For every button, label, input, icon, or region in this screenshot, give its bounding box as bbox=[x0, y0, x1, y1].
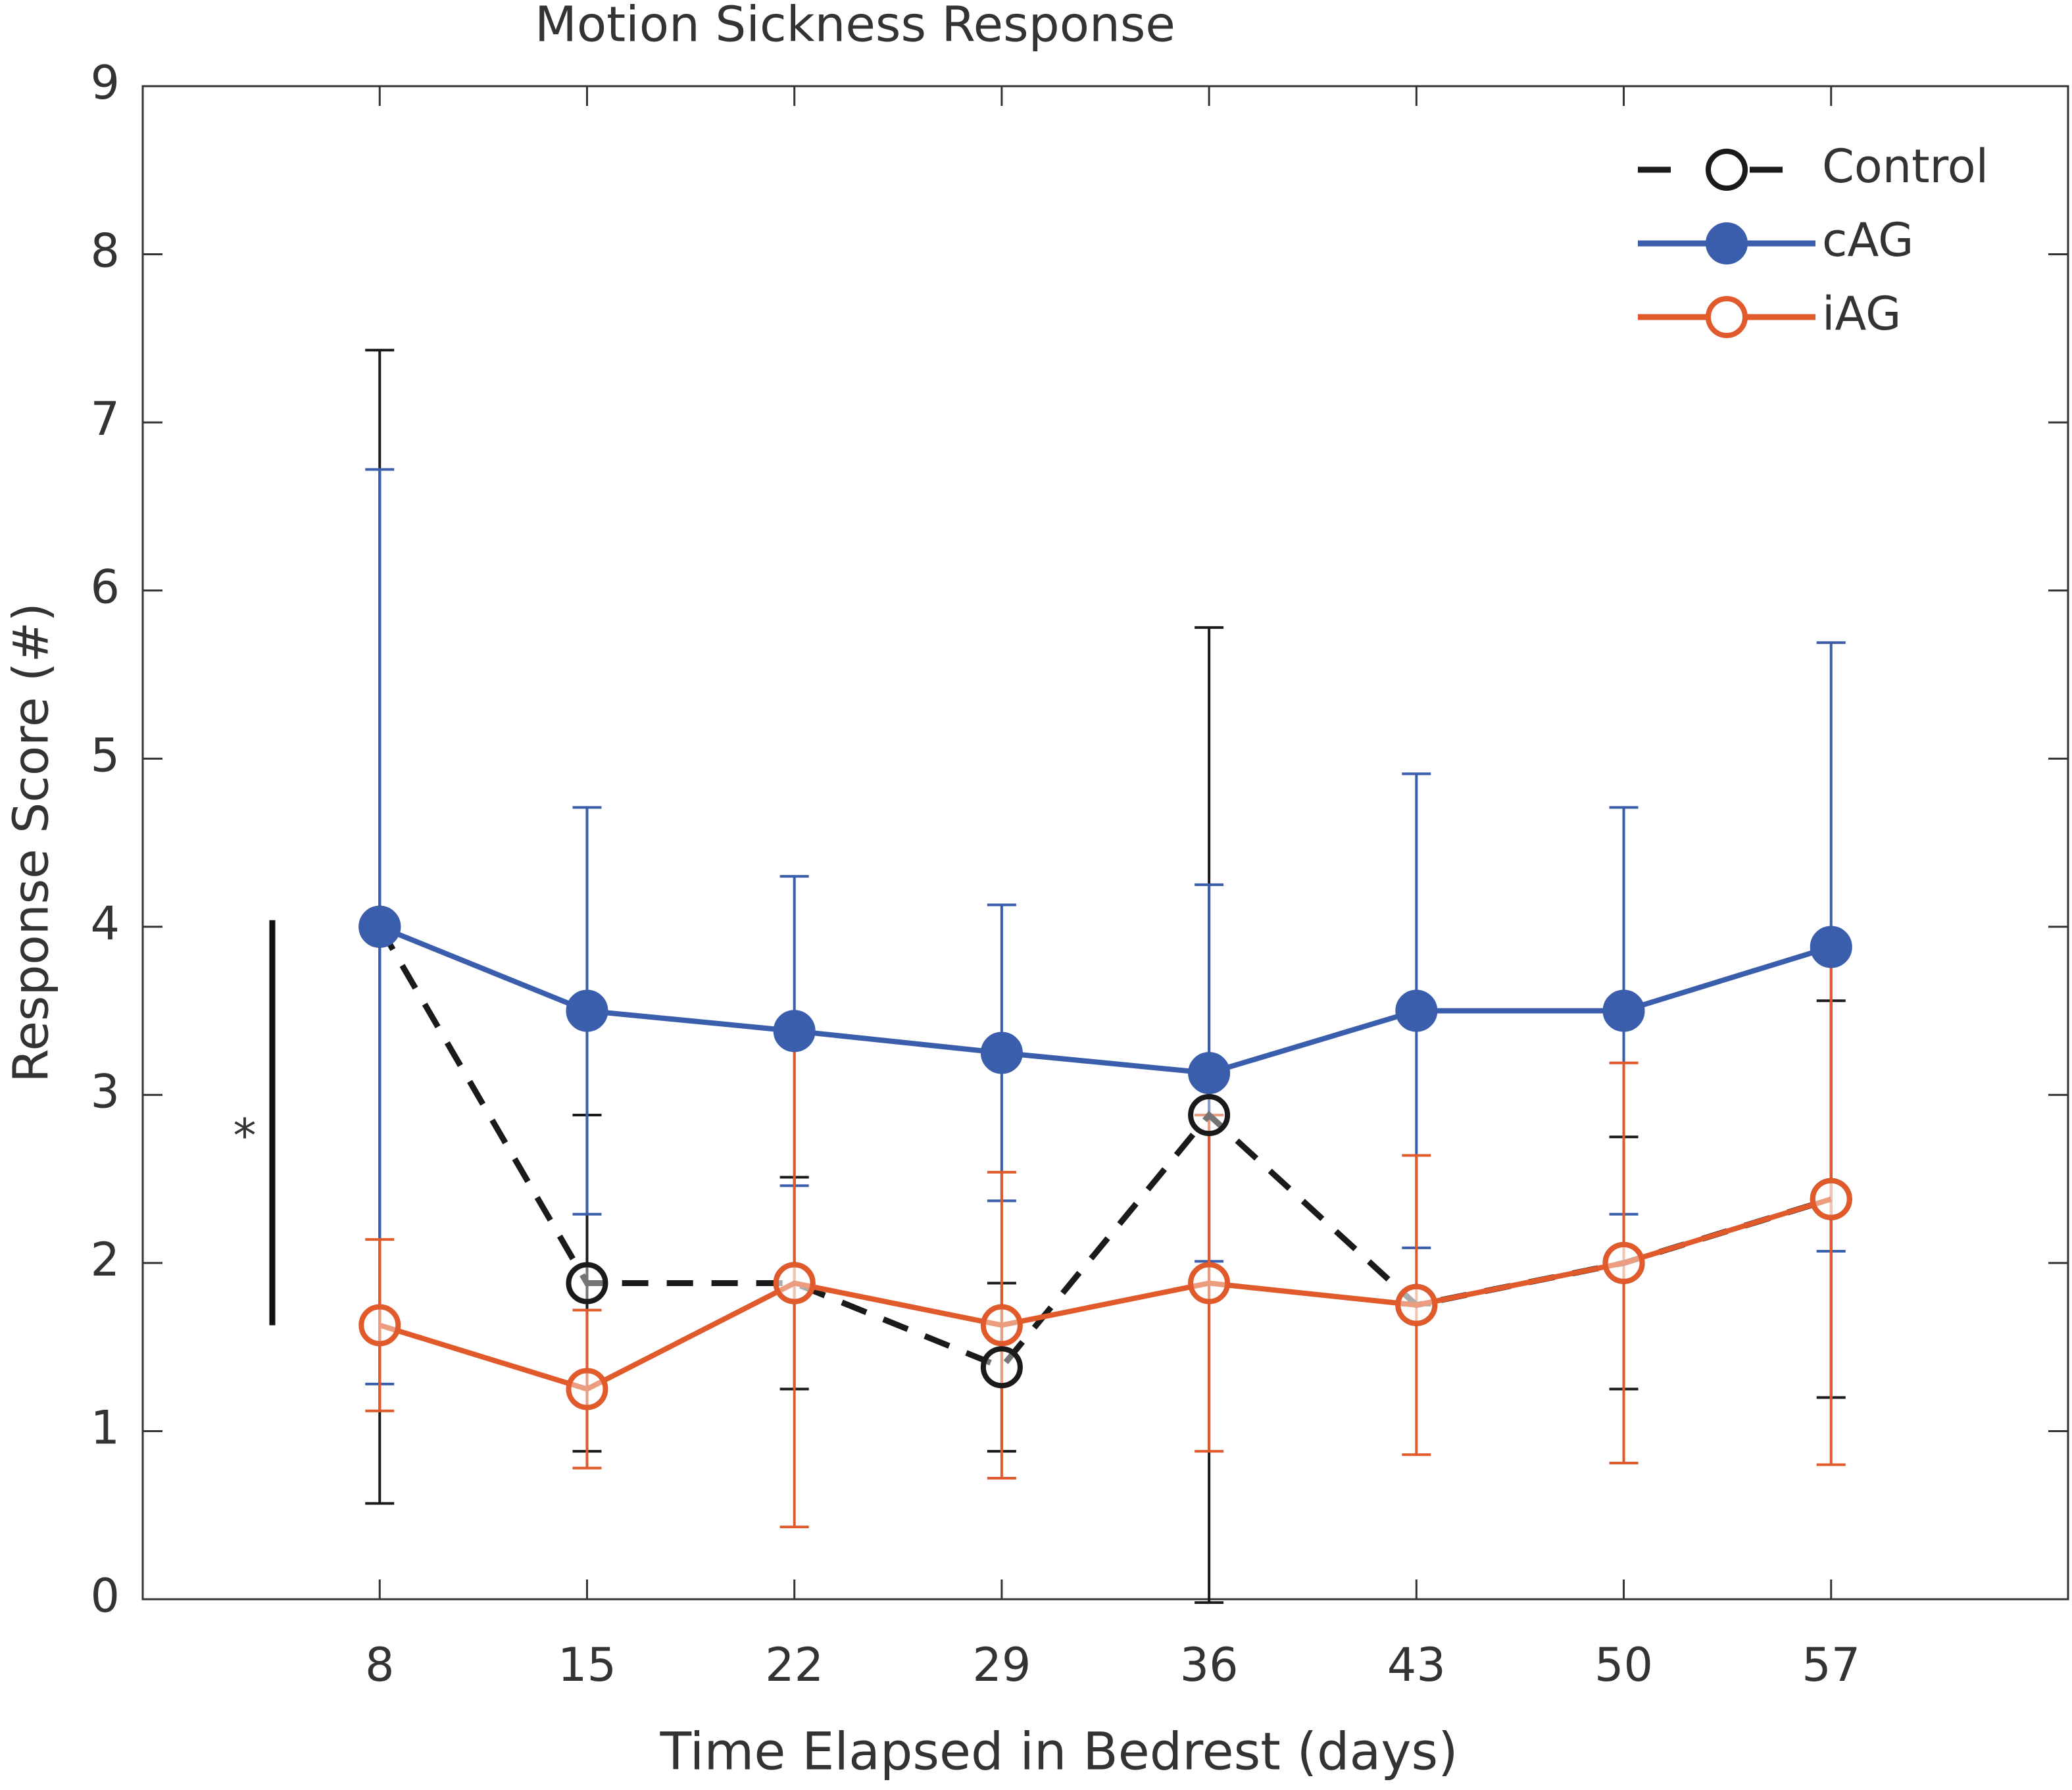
x-tick-label: 36 bbox=[1180, 1638, 1239, 1692]
x-tick-label: 43 bbox=[1387, 1638, 1446, 1692]
chart-title: Motion Sickness Response bbox=[535, 0, 1175, 53]
x-axis-label: Time Elapsed in Bedrest (days) bbox=[659, 1722, 1458, 1781]
y-tick-label: 8 bbox=[90, 224, 120, 278]
data-point bbox=[1395, 989, 1438, 1032]
y-tick-label: 7 bbox=[90, 392, 120, 446]
data-point bbox=[1188, 1094, 1231, 1136]
data-point bbox=[358, 1304, 401, 1347]
data-point bbox=[1395, 1283, 1438, 1326]
data-point bbox=[773, 1010, 816, 1053]
data-point bbox=[1602, 1241, 1645, 1284]
x-tick-label: 22 bbox=[765, 1638, 824, 1692]
data-point bbox=[773, 1262, 816, 1305]
y-tick-label: 6 bbox=[90, 560, 120, 614]
data-point bbox=[1188, 1262, 1231, 1305]
data-point bbox=[1602, 989, 1645, 1032]
series-line bbox=[379, 1196, 1832, 1392]
y-axis-label: Response Score (#) bbox=[3, 603, 60, 1082]
data-point bbox=[1188, 1052, 1231, 1095]
data-point bbox=[1810, 926, 1852, 968]
x-tick-label: 15 bbox=[558, 1638, 616, 1692]
legend-label: Control bbox=[1822, 139, 1988, 193]
legend-label: cAG bbox=[1822, 213, 1913, 267]
data-point bbox=[1810, 1178, 1852, 1220]
y-tick-label: 5 bbox=[90, 728, 120, 782]
data-point bbox=[358, 905, 401, 948]
x-tick-label: 57 bbox=[1802, 1638, 1860, 1692]
legend-label: iAG bbox=[1822, 287, 1901, 341]
legend-marker bbox=[1706, 149, 1748, 191]
legend-marker bbox=[1706, 222, 1748, 264]
y-tick-label: 3 bbox=[90, 1064, 120, 1118]
data-point bbox=[980, 1346, 1023, 1389]
series-line bbox=[378, 924, 1832, 1076]
data-point bbox=[980, 1304, 1023, 1347]
data-point bbox=[566, 1368, 608, 1410]
x-tick-label: 29 bbox=[972, 1638, 1031, 1692]
x-tick-label: 8 bbox=[365, 1638, 395, 1692]
y-tick-label: 2 bbox=[90, 1233, 120, 1287]
y-tick-label: 0 bbox=[90, 1569, 120, 1623]
data-point bbox=[980, 1032, 1023, 1074]
y-tick-label: 1 bbox=[90, 1401, 120, 1454]
y-tick-label: 4 bbox=[90, 897, 120, 951]
data-point bbox=[566, 989, 608, 1032]
legend-marker bbox=[1706, 296, 1748, 338]
x-tick-label: 50 bbox=[1594, 1638, 1653, 1692]
plot-frame bbox=[141, 85, 2069, 1601]
annotation: * bbox=[234, 1109, 257, 1163]
y-tick-label: 9 bbox=[90, 56, 120, 110]
data-point bbox=[566, 1262, 608, 1305]
